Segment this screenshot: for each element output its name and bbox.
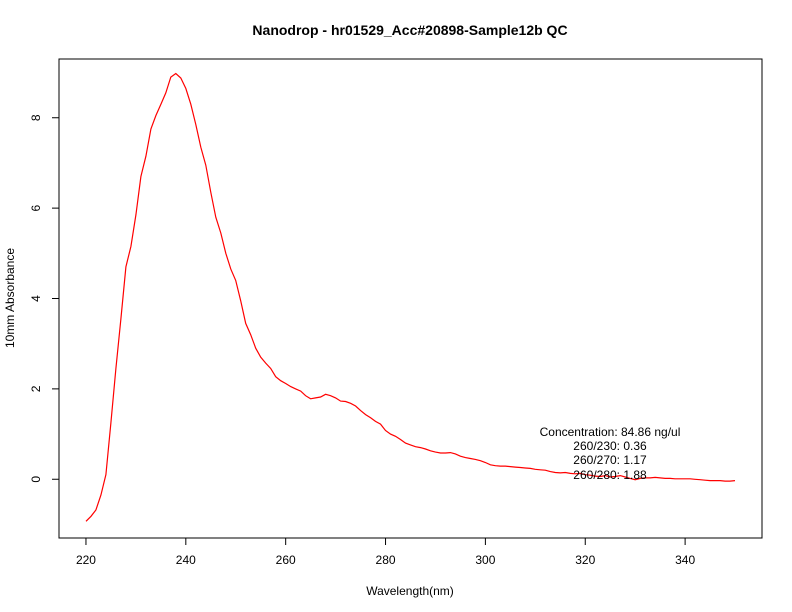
y-axis-label: 10mm Absorbance <box>3 248 17 348</box>
ratio-260-270-annotation: 260/270: 1.17 <box>573 453 647 467</box>
ratio-260-280-annotation: 260/280: 1.88 <box>573 468 647 482</box>
plot-frame <box>58 58 763 539</box>
y-tick-label: 0 <box>29 476 43 483</box>
x-tick-label: 280 <box>376 553 396 567</box>
x-axis-label: Wavelength(nm) <box>366 584 454 598</box>
ratio-260-230-annotation: 260/230: 0.36 <box>573 439 647 453</box>
chart-title: Nanodrop - hr01529_Acc#20898-Sample12b Q… <box>252 22 567 38</box>
absorbance-series-line <box>85 72 736 522</box>
y-tick-label: 4 <box>29 295 43 302</box>
x-axis: 220 240 260 280 300 320 340 <box>76 537 695 567</box>
x-tick-label: 320 <box>575 553 595 567</box>
x-tick-label: 220 <box>76 553 96 567</box>
y-tick-label: 8 <box>29 114 43 121</box>
annotations: Concentration: 84.86 ng/ul 260/230: 0.36… <box>540 425 681 482</box>
concentration-annotation: Concentration: 84.86 ng/ul <box>540 425 681 439</box>
y-tick-label: 6 <box>29 204 43 211</box>
x-tick-label: 300 <box>475 553 495 567</box>
y-axis: 0 2 4 6 8 <box>29 114 60 483</box>
y-tick-label: 2 <box>29 385 43 392</box>
x-tick-label: 340 <box>675 553 695 567</box>
x-tick-label: 240 <box>176 553 196 567</box>
x-tick-label: 260 <box>276 553 296 567</box>
